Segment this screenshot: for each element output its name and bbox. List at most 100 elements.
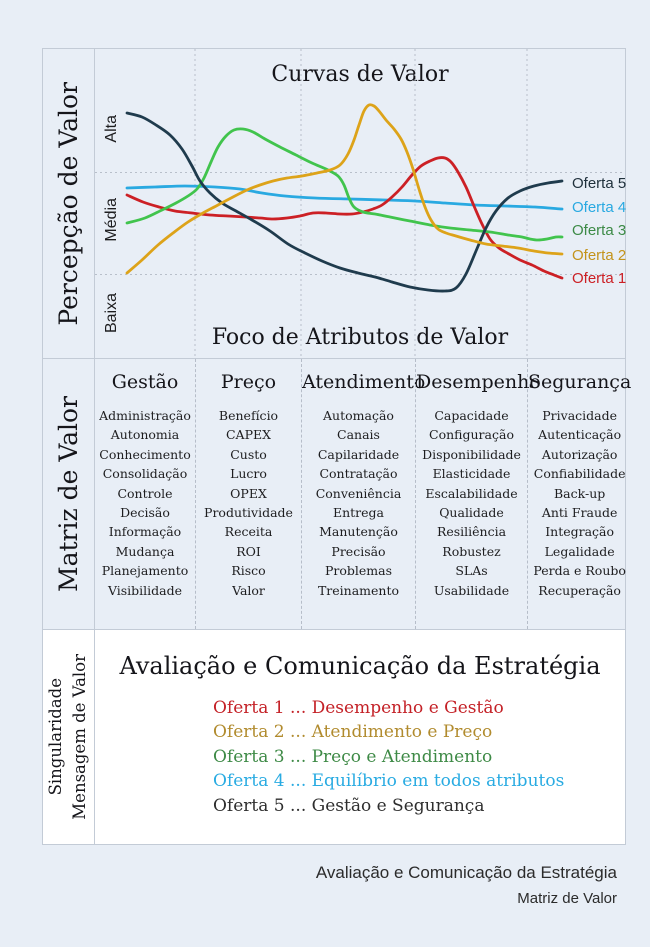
strategy-message-row: Singularidade Mensagem de Valor Avaliaçã…	[43, 630, 625, 844]
y-tick-média: Média	[103, 198, 120, 242]
matrix-column-header: Gestão	[111, 371, 179, 393]
matrix-attribute: Usabilidade	[433, 582, 510, 598]
matrix-attribute: Canais	[337, 427, 380, 443]
matrix-attribute: Benefício	[218, 408, 279, 423]
matrix-attribute: Receita	[224, 524, 273, 540]
matrix-attribute: CAPEX	[225, 427, 272, 443]
matrix-column-gestão: Gestão Administração Autonomia Conhecimento…	[95, 359, 195, 629]
legend-oferta-2: Oferta 2	[572, 247, 627, 264]
matrix-label-cell: Matriz de Valor	[43, 359, 95, 629]
matrix-attribute: Produtividade	[204, 505, 293, 521]
matrix-attribute: Automação	[323, 408, 394, 423]
footer: Avaliação e Comunicação da Estratégia Ma…	[316, 862, 617, 908]
matrix-attribute-list: Benefício CAPEX Custo Lucro OPEX Produtividad…	[196, 406, 301, 600]
matrix-attribute: Treinamento	[317, 582, 400, 598]
matrix-attribute: Lucro	[230, 466, 267, 482]
value-curves-plot	[95, 49, 624, 358]
matrix-attribute: Custo	[230, 446, 267, 462]
matrix-attribute-list: Administração Autonomia Conhecimento Consol…	[95, 406, 195, 600]
matrix-attribute: Risco	[231, 563, 266, 579]
value-curves-row: Percepção de Valor Curvas de Valor Alta M…	[43, 49, 627, 359]
attribute-matrix: Gestão Administração Autonomia Conhecimento…	[95, 359, 631, 629]
matrix-attribute: ROI	[236, 543, 261, 559]
matrix-attribute: Entrega	[332, 505, 385, 521]
matrix-attribute: Robustez	[442, 543, 501, 559]
matrix-attribute: Recuperação	[538, 582, 621, 598]
offer-message-list: Oferta 1 ... Desempenho e Gestão Oferta 2…	[213, 696, 621, 818]
matrix-attribute: Disponibilidade	[422, 446, 521, 462]
offer-message-item: Oferta 4 ... Equilíbrio em todos atribut…	[213, 771, 565, 792]
value-matrix-board: Percepção de Valor Curvas de Valor Alta M…	[42, 48, 631, 845]
matrix-attribute: Problemas	[324, 563, 393, 579]
matrix-attribute: Autenticação	[538, 427, 622, 443]
footer-strategy-text: Avaliação e Comunicação da Estratégia	[315, 863, 617, 882]
offer-message-item: Oferta 2 ... Atendimento e Preço	[213, 722, 493, 743]
matrix-attribute: Elasticidade	[432, 466, 511, 482]
matrix-attribute: Capilaridade	[317, 446, 400, 462]
matrix-attribute-list: Capacidade Configuração Disponibilidade Ela…	[416, 406, 527, 600]
matrix-attribute-list: Automação Canais Capilaridade Contratação Co…	[302, 406, 415, 600]
message-row-title-line2: Mensagem de Valor	[70, 654, 89, 820]
matrix-row-title: Matriz de Valor	[54, 395, 83, 593]
matrix-attribute: Consolidação	[102, 466, 188, 482]
offer-message-item: Oferta 5 ... Gestão e Segurança	[213, 795, 485, 816]
matrix-attribute: Autonomia	[110, 427, 180, 443]
matrix-attribute: Contratação	[319, 466, 398, 482]
matrix-attribute: Back-up	[554, 485, 606, 501]
perception-axis-label-cell: Percepção de Valor	[43, 49, 95, 358]
matrix-column-preço: Preço Benefício CAPEX Custo Lucro OPEX Produti…	[195, 359, 301, 629]
value-matrix-row: Matriz de Valor Gestão Administração Auton…	[43, 359, 631, 630]
matrix-column-header: Segurança	[528, 371, 632, 393]
curve-oferta-2	[125, 103, 564, 275]
matrix-attribute: Decisão	[120, 505, 170, 521]
footer-matrix-text: Matriz de Valor	[517, 890, 617, 907]
matrix-attribute: Autorização	[541, 446, 618, 462]
message-row-title-line1: Singularidade	[46, 678, 66, 796]
matrix-attribute: Informação	[108, 524, 182, 540]
matrix-attribute: Conveniência	[315, 485, 402, 501]
matrix-attribute: Anti Fraude	[541, 505, 618, 521]
matrix-attribute: Legalidade	[544, 543, 615, 559]
legend-oferta-4: Oferta 4	[572, 199, 627, 216]
matrix-attribute: Escalabilidade	[425, 485, 518, 501]
y-tick-alta: Alta	[103, 115, 120, 143]
matrix-attribute: Integração	[545, 524, 615, 540]
matrix-column-atendimento: Atendimento Automação Canais Capilaridade Co…	[301, 359, 425, 629]
message-row-title: Singularidade Mensagem de Valor	[46, 654, 90, 820]
x-axis-title: Foco de Atributos de Valor	[211, 325, 509, 350]
strategy-message-title: Avaliação e Comunicação da Estratégia	[119, 652, 601, 680]
matrix-attribute: Perda e Roubo	[533, 563, 626, 579]
matrix-attribute: Manutenção	[319, 524, 398, 540]
matrix-attribute: Precisão	[331, 543, 386, 559]
offer-message-item: Oferta 1 ... Desempenho e Gestão	[213, 698, 504, 718]
matrix-attribute: Confiabilidade	[533, 466, 626, 482]
matrix-attribute: SLAs	[455, 563, 488, 579]
matrix-column-segurança: Segurança Privacidade Autenticação Autoriza…	[527, 359, 631, 629]
matrix-attribute: Capacidade	[434, 408, 509, 423]
matrix-attribute: Planejamento	[101, 563, 189, 579]
legend-oferta-3: Oferta 3	[572, 222, 627, 239]
legend-oferta-5: Oferta 5	[572, 175, 627, 192]
curve-oferta-5	[125, 111, 564, 293]
matrix-attribute: OPEX	[230, 485, 267, 501]
matrix-attribute: Conhecimento	[99, 446, 191, 462]
matrix-column-header: Desempenho	[416, 371, 541, 393]
matrix-attribute: Administração	[99, 408, 191, 423]
message-label-cell: Singularidade Mensagem de Valor	[43, 630, 95, 844]
matrix-attribute: Privacidade	[542, 408, 618, 423]
matrix-column-header: Preço	[220, 371, 277, 393]
offer-message-item: Oferta 3 ... Preço e Atendimento	[213, 746, 493, 767]
matrix-attribute: Valor	[232, 582, 265, 598]
matrix-attribute: Visibilidade	[107, 582, 183, 598]
matrix-attribute-list: Privacidade Autenticação Autorização Confia…	[528, 406, 631, 600]
matrix-attribute: Configuração	[429, 427, 514, 443]
y-axis-title: Percepção de Valor	[54, 81, 83, 326]
legend-oferta-1: Oferta 1	[572, 270, 627, 287]
curve-oferta-3	[125, 127, 564, 242]
matrix-attribute: Controle	[117, 485, 173, 501]
matrix-attribute: Resiliência	[436, 524, 507, 540]
matrix-attribute: Qualidade	[439, 505, 504, 521]
strategy-message-panel: Avaliação e Comunicação da Estratégia Of…	[95, 630, 625, 844]
